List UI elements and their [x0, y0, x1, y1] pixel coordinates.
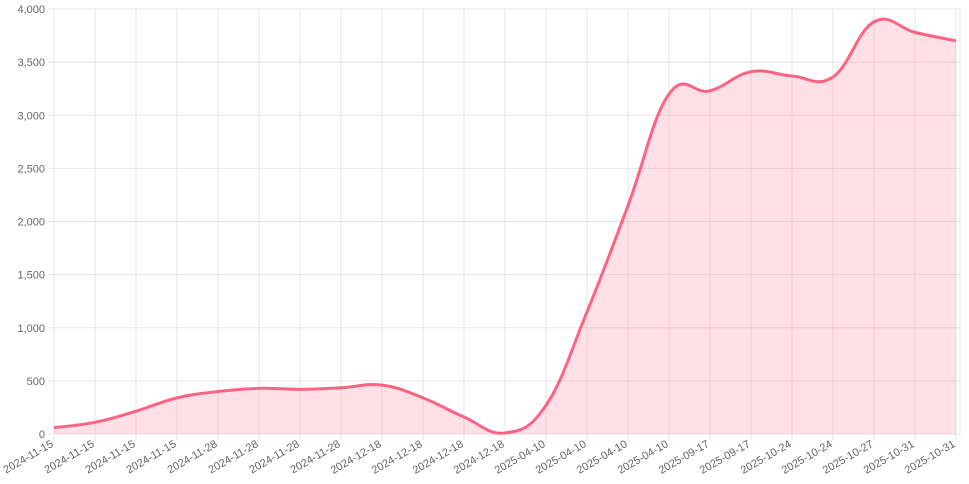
y-tick-label: 2,500 [17, 163, 45, 175]
line [53, 17, 957, 435]
y-tick-label: 4,000 [17, 4, 45, 16]
y-tick-label: 3,500 [17, 57, 45, 69]
y-tick-label: 0 [39, 429, 45, 441]
area [54, 19, 956, 434]
y-tick-label: 3,000 [17, 110, 45, 122]
y-tick-label: 1,000 [17, 323, 45, 335]
y-tick-label: 2,000 [17, 217, 45, 229]
y-tick-label: 1,500 [17, 270, 45, 282]
y-tick-label: 500 [27, 376, 45, 388]
